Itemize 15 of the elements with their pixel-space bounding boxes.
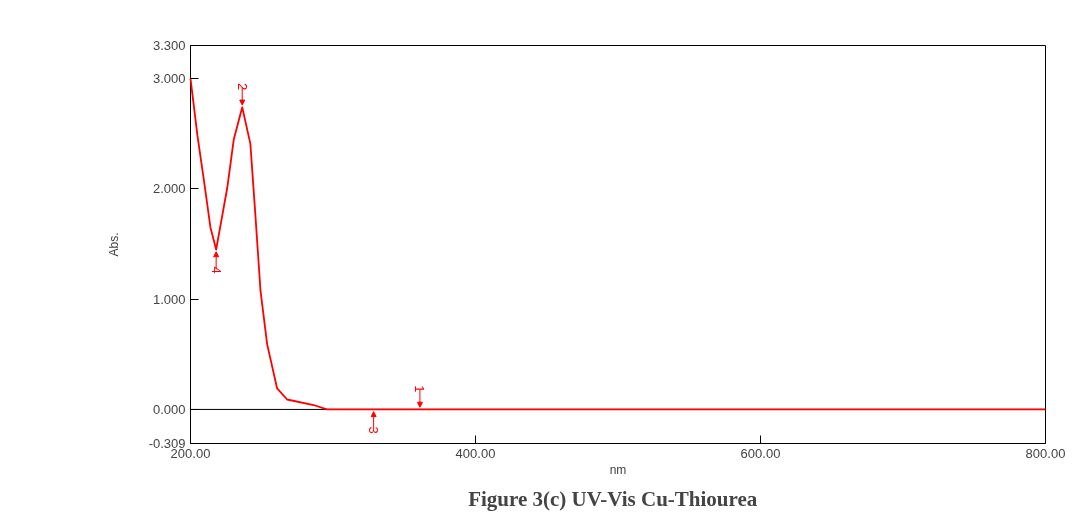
annotation: 2: [234, 83, 250, 91]
x-tick-label: 800.00: [1025, 445, 1066, 461]
y-tick-label: 3.300: [152, 38, 186, 53]
x-axis-title: nm: [609, 462, 627, 477]
annotation: 1: [412, 385, 428, 393]
text: Figure 3(c) UV-Vis Cu-Thiourea: [468, 486, 758, 511]
y-tick-label: 3.000: [152, 71, 186, 87]
y-axis-title: Abs.: [106, 232, 121, 257]
annotation: 3: [366, 426, 382, 434]
y-tick-label: 1.000: [152, 291, 186, 307]
x-tick-label: 400.00: [455, 445, 496, 461]
x-tick-label: 600.00: [740, 445, 781, 461]
annotation: 4: [208, 266, 224, 274]
y-tick-label: 0.000: [152, 401, 186, 417]
y-tick-label: 2.000: [152, 181, 186, 197]
